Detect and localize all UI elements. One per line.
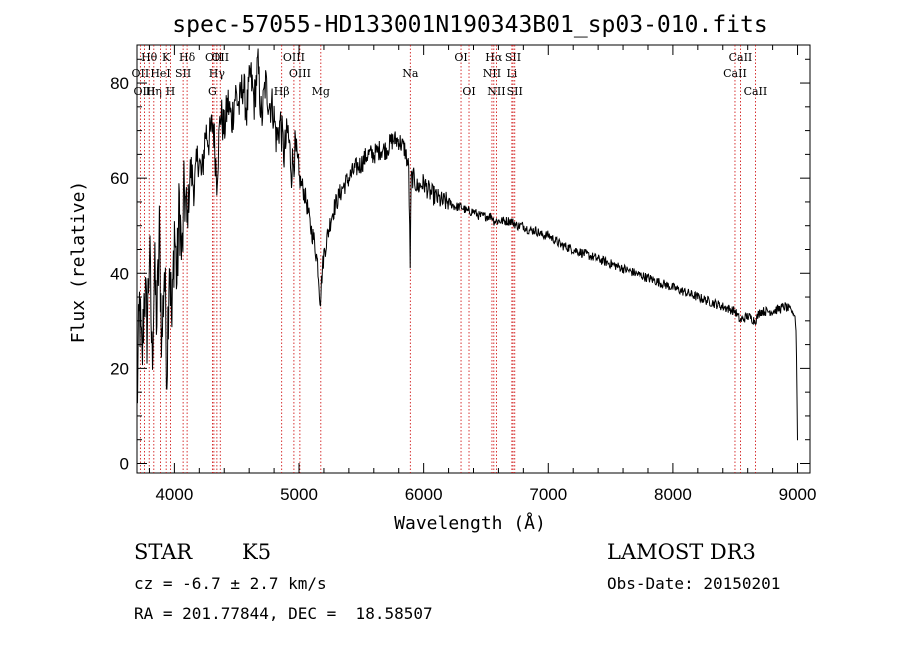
chart-title: spec-57055-HD133001N190343B01_sp03-010.f… [172, 12, 767, 38]
line-label: K [162, 51, 171, 64]
line-label: Hγ [209, 67, 226, 80]
line-label: Hθ [141, 51, 158, 64]
line-label: Hα [485, 51, 503, 64]
x-tick-label: 9000 [779, 485, 817, 504]
line-label: Mg [312, 85, 330, 98]
x-tick-label: 5000 [280, 485, 318, 504]
line-label: OII [132, 67, 150, 80]
object-subclass: K5 [242, 540, 272, 564]
line-label: OII [211, 51, 229, 64]
line-label: G [208, 85, 217, 98]
line-label: OII [205, 51, 223, 64]
line-label: SII [505, 51, 521, 64]
x-tick-label: 6000 [405, 485, 443, 504]
line-label: Hδ [179, 51, 196, 64]
x-tick-label: 4000 [155, 485, 193, 504]
flux-line [136, 48, 798, 441]
y-tick-label: 40 [110, 264, 129, 283]
plot-frame [136, 44, 811, 474]
flux-series [136, 48, 798, 441]
y-tick-label: 0 [120, 454, 129, 473]
x-tick-label: 7000 [529, 485, 567, 504]
observation-date: Obs-Date: 20150201 [607, 574, 781, 593]
line-label: OI [462, 85, 475, 98]
survey-name: LAMOST DR3 [607, 540, 756, 564]
line-label: SII [507, 85, 523, 98]
x-tick-label: 8000 [654, 485, 692, 504]
ra-dec-line: RA = 201.77844, DEC = 18.58507 [134, 604, 433, 623]
line-label: CaII [729, 51, 753, 64]
line-label: HeI [150, 67, 170, 80]
line-label: NII [483, 67, 501, 80]
line-label: H [166, 85, 176, 98]
line-label: SII [175, 67, 191, 80]
line-label: CaII [723, 67, 747, 80]
y-tick-label: 80 [110, 74, 129, 93]
axis-ticks: 4000 5000 6000 7000 8000 9000 0 20 40 60 80 [110, 45, 816, 504]
line-label: OIII [283, 51, 305, 64]
y-tick-label: 20 [110, 359, 129, 378]
line-label: OIII [133, 85, 155, 98]
line-label: Hη [146, 85, 162, 98]
redshift-line: cz = -6.7 ± 2.7 km/s [134, 574, 327, 593]
x-axis-label: Wavelength (Å) [394, 512, 546, 534]
line-label: OIII [289, 67, 311, 80]
line-label: Na [402, 67, 419, 80]
line-label: Hβ [274, 85, 290, 98]
y-axis-label: Flux (relative) [68, 181, 89, 344]
y-tick-label: 60 [110, 169, 129, 188]
line-label: Li [506, 67, 517, 80]
line-label: OI [454, 51, 467, 64]
object-class: STAR [134, 540, 193, 564]
line-label: CaII [744, 85, 768, 98]
line-label: NII [487, 85, 505, 98]
